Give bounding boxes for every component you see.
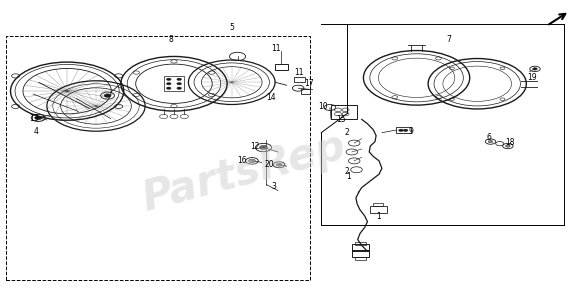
Bar	[352, 244, 369, 251]
Text: 10: 10	[318, 102, 328, 111]
Text: PartsRep: PartsRep	[137, 125, 350, 220]
Text: 12: 12	[250, 142, 259, 150]
Text: 2: 2	[345, 128, 350, 137]
Text: 16: 16	[237, 156, 247, 165]
Bar	[352, 250, 369, 257]
Circle shape	[488, 140, 493, 143]
Text: 17: 17	[305, 79, 314, 88]
Bar	[294, 77, 305, 82]
Text: 11: 11	[294, 68, 303, 77]
Circle shape	[167, 78, 171, 80]
Circle shape	[276, 163, 282, 166]
Bar	[355, 257, 367, 260]
Text: 11: 11	[271, 44, 280, 53]
Text: 2: 2	[345, 167, 350, 176]
Text: 3: 3	[272, 181, 276, 191]
Text: 14: 14	[266, 93, 276, 102]
Circle shape	[177, 78, 181, 80]
Text: 18: 18	[505, 138, 515, 147]
Text: 7: 7	[446, 35, 451, 44]
Bar	[331, 105, 357, 119]
Circle shape	[104, 94, 111, 97]
Text: 5: 5	[229, 24, 234, 32]
Circle shape	[248, 159, 255, 163]
Text: 4: 4	[34, 127, 39, 136]
Circle shape	[505, 145, 510, 147]
Circle shape	[177, 87, 181, 89]
Text: 8: 8	[168, 35, 174, 44]
Circle shape	[399, 129, 404, 131]
Text: 1: 1	[347, 172, 351, 181]
Circle shape	[35, 116, 42, 119]
Text: 13: 13	[29, 114, 38, 123]
Text: 6: 6	[486, 133, 491, 142]
Circle shape	[177, 83, 181, 85]
Circle shape	[404, 129, 408, 131]
Circle shape	[533, 68, 537, 70]
Bar	[301, 89, 310, 94]
Bar	[355, 242, 367, 244]
Text: 1: 1	[377, 212, 382, 221]
Bar	[397, 127, 411, 133]
Text: 15: 15	[336, 115, 346, 124]
Text: 19: 19	[527, 73, 537, 82]
Bar	[6, 36, 310, 280]
Bar	[164, 76, 184, 91]
Text: 20: 20	[265, 160, 274, 169]
Text: 9: 9	[408, 127, 413, 136]
Bar	[373, 203, 383, 206]
Bar	[275, 64, 288, 70]
Circle shape	[167, 83, 171, 85]
Circle shape	[167, 87, 171, 89]
Circle shape	[259, 145, 267, 150]
Bar	[371, 206, 387, 213]
